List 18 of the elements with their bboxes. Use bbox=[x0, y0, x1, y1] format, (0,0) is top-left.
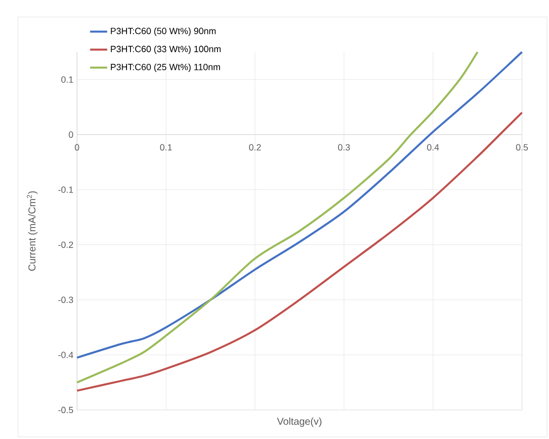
legend-label: P3HT:C60 (25 Wt%) 110nm bbox=[110, 64, 220, 72]
x-tick-label: 0.2 bbox=[249, 144, 261, 151]
y-tick-label: 0.1 bbox=[61, 76, 74, 83]
y-tick-label: -0.4 bbox=[58, 352, 74, 358]
y-tick-label: -0.3 bbox=[58, 296, 74, 304]
y-axis-title: Current (mA/Cm$^{2}$) bbox=[26, 191, 38, 271]
x-tick-label: 0.4 bbox=[427, 144, 439, 151]
x-tick-label: 0.3 bbox=[338, 144, 350, 151]
legend-label: P3HT:C60 (33 Wt%) 100nm bbox=[110, 46, 221, 54]
y-tick-label: 0 bbox=[68, 131, 74, 138]
x-tick-label: 0.1 bbox=[160, 144, 172, 151]
y-tick-label: -0.2 bbox=[58, 242, 74, 248]
x-tick-label: 0.5 bbox=[516, 144, 528, 151]
legend-label: P3HT:C60 (50 Wt%) 90nm bbox=[110, 28, 216, 36]
y-tick-label: -0.5 bbox=[58, 406, 74, 414]
x-axis-title: Voltage(v) bbox=[277, 418, 322, 427]
y-tick-label: -0.1 bbox=[58, 186, 74, 193]
x-tick-label: 0 bbox=[74, 144, 80, 151]
